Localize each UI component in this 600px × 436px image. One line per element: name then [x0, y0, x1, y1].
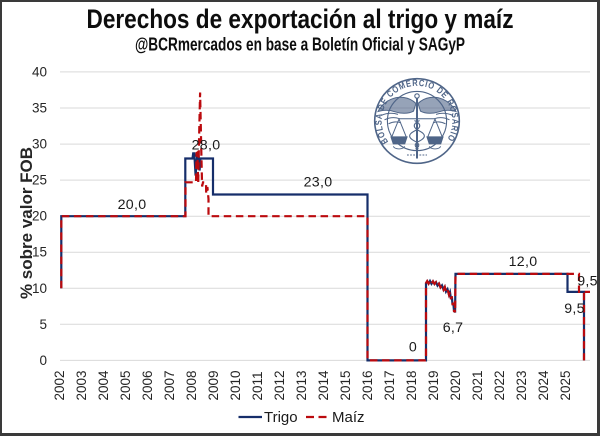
svg-text:2019: 2019	[426, 370, 441, 400]
svg-text:2017: 2017	[382, 370, 397, 400]
svg-text:2013: 2013	[294, 370, 309, 400]
svg-text:2014: 2014	[316, 370, 331, 401]
svg-text:23,0: 23,0	[304, 175, 333, 191]
svg-text:2015: 2015	[338, 370, 353, 400]
svg-text:25: 25	[32, 173, 47, 188]
svg-text:2005: 2005	[118, 370, 133, 400]
svg-text:2023: 2023	[514, 370, 529, 400]
svg-text:2018: 2018	[404, 370, 419, 400]
svg-text:40: 40	[32, 64, 47, 79]
svg-text:15: 15	[32, 245, 47, 260]
svg-text:2004: 2004	[96, 370, 111, 401]
svg-text:9,5: 9,5	[564, 301, 585, 317]
svg-text:Derechos de exportación al tri: Derechos de exportación al trigo y maíz	[87, 4, 514, 34]
svg-text:2024: 2024	[536, 370, 551, 401]
svg-text:Trigo: Trigo	[264, 409, 298, 426]
svg-text:2016: 2016	[360, 370, 375, 400]
svg-text:2002: 2002	[52, 370, 67, 400]
svg-text:2009: 2009	[206, 370, 221, 400]
svg-text:2007: 2007	[162, 370, 177, 400]
svg-text:2010: 2010	[228, 370, 243, 400]
svg-text:2011: 2011	[250, 371, 265, 400]
svg-text:0: 0	[409, 340, 417, 356]
svg-text:12,0: 12,0	[509, 254, 538, 270]
svg-text:2012: 2012	[272, 370, 287, 400]
svg-text:2020: 2020	[448, 370, 463, 400]
svg-text:% sobre valor FOB: % sobre valor FOB	[17, 147, 36, 299]
svg-text:9,5: 9,5	[577, 274, 598, 290]
svg-text:5: 5	[39, 317, 47, 332]
svg-text:6,7: 6,7	[443, 320, 464, 336]
svg-text:2008: 2008	[184, 370, 199, 400]
svg-text:20,0: 20,0	[118, 197, 147, 213]
svg-text:35: 35	[32, 101, 47, 116]
svg-text:30: 30	[32, 137, 47, 152]
svg-text:10: 10	[32, 281, 47, 296]
svg-text:Maíz: Maíz	[332, 409, 365, 426]
svg-text:2003: 2003	[74, 370, 89, 400]
svg-text:0: 0	[39, 353, 47, 368]
svg-text:2006: 2006	[140, 370, 155, 400]
svg-text:2022: 2022	[492, 370, 507, 400]
svg-text:@BCRmercados en base a Boletín: @BCRmercados en base a Boletín Oficial y…	[135, 35, 465, 55]
svg-text:20: 20	[32, 209, 47, 224]
svg-text:28,0: 28,0	[192, 138, 221, 154]
svg-text:2025: 2025	[558, 370, 573, 400]
svg-text:2021: 2021	[470, 370, 485, 400]
